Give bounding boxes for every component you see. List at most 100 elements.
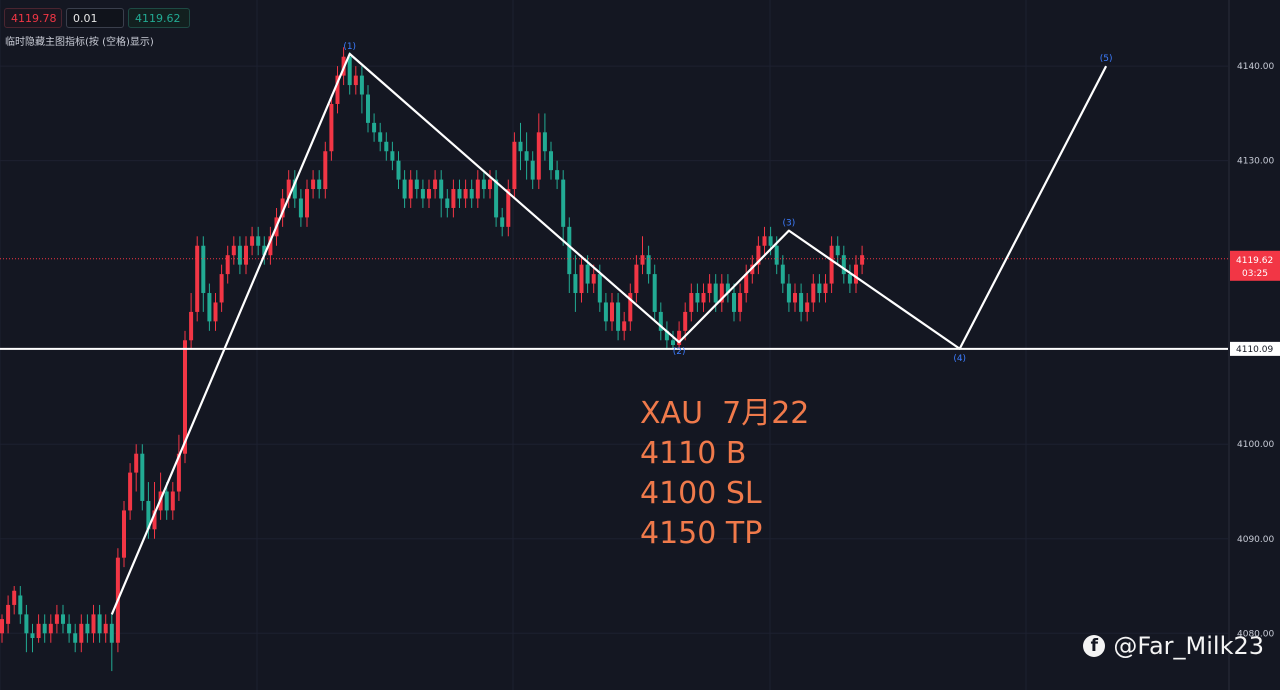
candle-body-64 (390, 151, 395, 161)
candle-body-120 (732, 293, 736, 312)
overlay-lines: (1) (2) (3) (4) (5) (0, 42, 1228, 615)
candle-body-97 (591, 274, 596, 284)
candle-body-136 (829, 245, 834, 284)
candle-body-72 (439, 179, 444, 199)
y-tick-1: 4130.00 (1237, 157, 1274, 167)
candle-body-29 (176, 453, 181, 492)
watermark: f @Far_Milk23 (1083, 632, 1264, 660)
candle-body-13 (79, 623, 84, 643)
candle-body-35 (213, 302, 218, 322)
buy-level: 4110 B (640, 436, 747, 471)
candle-body-132 (805, 302, 810, 312)
candle-body-18 (109, 623, 114, 643)
candle-body-128 (780, 264, 785, 284)
candle-body-16 (97, 614, 102, 634)
candle-body-103 (628, 293, 633, 322)
candles (0, 47, 865, 672)
candle-body-40 (244, 245, 248, 265)
candle-body-122 (744, 274, 749, 294)
wave-label-3: (3) (783, 219, 796, 229)
wave-label-2: (2) (673, 347, 686, 357)
wave-label-4: (4) (953, 354, 966, 364)
candle-body-70 (427, 189, 431, 199)
candle-body-106 (646, 255, 651, 275)
candle-body-51 (311, 179, 316, 190)
candle-body-121 (738, 293, 743, 312)
y-tick-4: 4080.00 (1237, 629, 1274, 639)
candle-body-75 (457, 189, 462, 199)
y-tick-0: 4140.00 (1237, 62, 1274, 72)
candle-body-44 (268, 236, 273, 256)
candle-body-90 (549, 151, 553, 171)
candle-body-81 (494, 179, 499, 218)
watermark-handle: @Far_Milk23 (1113, 632, 1264, 660)
candle-body-39 (237, 245, 242, 265)
candle-body-25 (152, 510, 157, 530)
candle-body-115 (701, 293, 706, 303)
stop-loss-level: 4100 SL (640, 476, 762, 511)
current-price-tag (1230, 250, 1280, 281)
candle-body-141 (860, 255, 865, 265)
candle-body-6 (36, 623, 41, 639)
candle-body-8 (48, 623, 53, 634)
support-price-label: 4110.09 (1236, 345, 1273, 355)
candle-body-82 (500, 217, 505, 227)
sell-price-button[interactable]: 4119.78 (4, 8, 62, 28)
candle-body-137 (835, 245, 840, 256)
indicator-hint: 临时隐藏主图指标(按 (空格)显示) (5, 37, 154, 48)
candle-body-47 (286, 179, 291, 199)
candle-body-53 (323, 151, 328, 190)
candle-body-102 (622, 321, 627, 331)
candle-body-77 (469, 189, 474, 199)
candle-body-67 (408, 179, 413, 199)
candle-body-28 (170, 491, 175, 511)
candle-body-87 (530, 160, 535, 180)
candle-body-68 (414, 179, 419, 190)
candle-body-34 (207, 293, 212, 322)
candle-body-80 (488, 179, 492, 190)
candle-body-5 (30, 633, 35, 639)
candle-body-50 (305, 189, 309, 218)
candle-body-99 (603, 302, 608, 322)
candle-body-14 (85, 623, 90, 634)
candle-body-41 (250, 236, 255, 246)
wave-label-1: (1) (343, 42, 356, 52)
candle-body-127 (774, 245, 779, 265)
support-price-tag (1230, 341, 1280, 356)
candle-body-7 (42, 623, 47, 634)
candle-body-117 (713, 283, 718, 303)
candle-body-27 (164, 491, 169, 511)
take-profit-level: 4150 TP (640, 516, 763, 551)
candle-body-1 (6, 604, 11, 624)
candle-body-94 (573, 274, 578, 294)
candle-body-101 (616, 302, 621, 331)
candle-body-48 (292, 179, 297, 199)
candle-body-49 (298, 198, 303, 218)
symbol-date: XAU 7月22 (640, 396, 810, 431)
candle-body-61 (372, 122, 377, 133)
candle-body-86 (524, 151, 529, 161)
candle-body-130 (793, 293, 797, 303)
candle-body-60 (366, 94, 370, 123)
candle-body-110 (671, 340, 675, 345)
candle-body-114 (695, 293, 700, 303)
buy-price-button[interactable]: 4119.62 (128, 8, 190, 28)
candle-body-37 (225, 255, 230, 275)
candle-body-84 (512, 141, 517, 190)
candle-body-105 (640, 255, 645, 265)
candle-body-42 (256, 236, 261, 246)
candle-body-12 (73, 633, 78, 643)
candle-body-108 (658, 311, 663, 331)
candle-body-116 (707, 283, 712, 294)
candle-body-140 (854, 264, 858, 284)
candle-body-58 (353, 75, 358, 86)
candle-body-74 (451, 189, 456, 208)
candle-body-17 (103, 623, 108, 634)
candle-body-139 (847, 274, 852, 284)
quantity-input[interactable]: 0.01 (66, 8, 124, 28)
candle-body-78 (475, 179, 480, 199)
candle-body-79 (481, 179, 486, 190)
candle-body-38 (231, 245, 236, 256)
candle-body-119 (725, 283, 730, 294)
